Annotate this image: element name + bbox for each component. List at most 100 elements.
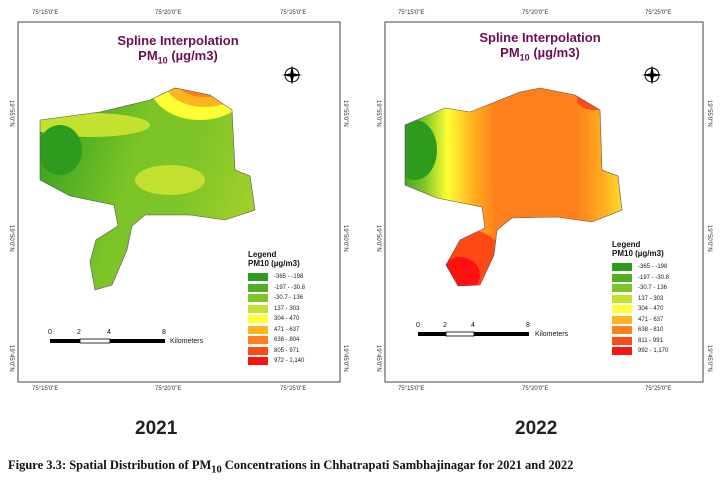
legend-item: 638 - 804 — [248, 335, 305, 346]
scale-tick: 8 — [526, 322, 530, 329]
legend-swatch — [612, 305, 632, 314]
legend-item: -365 - -198 — [248, 272, 305, 283]
year-label: 2021 — [135, 418, 178, 439]
compass-rose-icon — [282, 65, 302, 85]
legend-item: 471 - 637 — [248, 325, 305, 336]
legend-label: 805 - 971 — [274, 347, 300, 354]
scale-tick: 2 — [77, 329, 81, 336]
legend-label: 972 - 1,140 — [274, 358, 305, 365]
legend-swatch — [612, 284, 632, 293]
legend-swatch — [612, 336, 632, 345]
legend-swatch — [248, 273, 268, 282]
lat-tick: 19°55'0"N — [342, 100, 348, 127]
scale-tick: 0 — [48, 329, 52, 336]
legend-item: 304 - 470 — [612, 304, 669, 315]
legend-item: 471 - 637 — [612, 315, 669, 326]
legend-label: -197 - -30.8 — [638, 274, 670, 281]
legend-swatch — [248, 357, 268, 366]
scale-unit: Kilometers — [170, 338, 204, 345]
lon-tick: 75°25'0"E — [645, 10, 672, 16]
lat-tick: 19°45'0"N — [8, 345, 14, 372]
caption-sub: 10 — [211, 464, 222, 476]
scale-tick: 8 — [162, 329, 166, 336]
lat-tick: 19°50'0"N — [706, 225, 712, 252]
lat-tick: 19°45'0"N — [706, 345, 712, 372]
title-line1: Spline Interpolation — [117, 33, 239, 48]
lat-tick: 19°45'0"N — [375, 345, 381, 372]
year-label: 2022 — [515, 418, 558, 439]
legend-item: 137 - 303 — [248, 304, 305, 315]
legend-label: 471 - 637 — [638, 316, 664, 323]
legend-swatch — [612, 294, 632, 303]
legend-item: -365 - -198 — [612, 262, 669, 273]
legend-label: -30.7 - 136 — [274, 295, 304, 302]
lon-tick: 75°15'0"E — [398, 10, 425, 16]
legend-label: 304 - 470 — [274, 316, 300, 323]
legend-swatch — [248, 325, 268, 334]
scale-bar-2021 — [50, 338, 165, 344]
legend-swatch — [612, 273, 632, 282]
title-unit: (µg/m3) — [171, 48, 218, 63]
legend-swatch — [248, 315, 268, 324]
legend-item: -30.7 - 136 — [248, 293, 305, 304]
legend-swatch — [248, 283, 268, 292]
title-line1: Spline Interpolation — [479, 30, 601, 45]
legend-swatch — [248, 294, 268, 303]
lon-tick: 75°25'0"E — [280, 386, 307, 392]
legend-label: -365 - -198 — [274, 274, 304, 281]
title-pm: PM — [138, 48, 158, 63]
legend-swatch — [612, 315, 632, 324]
caption-prefix: Figure 3.3 — [8, 458, 62, 472]
legend-item: 811 - 991 — [612, 336, 669, 347]
legend-label: 992 - 1,170 — [638, 348, 669, 355]
legend-swatch — [248, 304, 268, 313]
scale-tick: 4 — [107, 329, 111, 336]
lon-tick: 75°20'0"E — [522, 386, 549, 392]
legend-label: 638 - 804 — [274, 337, 300, 344]
lon-tick: 75°15'0"E — [398, 386, 425, 392]
lon-tick: 75°15'0"E — [32, 10, 59, 16]
title-pm: PM — [500, 45, 520, 60]
lat-tick: 19°55'0"N — [706, 100, 712, 127]
legend-item: -197 - -30.8 — [248, 283, 305, 294]
lon-tick: 75°25'0"E — [280, 10, 307, 16]
title-sub: 10 — [519, 52, 530, 63]
legend-label: 638 - 810 — [638, 327, 664, 334]
caption-text: Concentrations in Chhatrapati Sambhajina… — [221, 458, 574, 472]
legend-item: 638 - 810 — [612, 325, 669, 336]
legend-label: 137 - 303 — [274, 305, 300, 312]
title-sub: 10 — [157, 55, 168, 66]
lat-tick: 19°50'0"N — [8, 225, 14, 252]
legend-2021: Legend PM10 (µg/m3) -365 - -198 -197 - -3… — [248, 250, 305, 367]
legend-item: 972 - 1,140 — [248, 356, 305, 367]
legend-title: Legend — [612, 240, 641, 249]
legend-swatch — [248, 346, 268, 355]
map-title: Spline Interpolation PM10 (µg/m3) — [78, 33, 278, 66]
legend-subtitle: PM10 (µg/m3) — [248, 259, 300, 268]
lat-tick: 19°50'0"N — [342, 225, 348, 252]
figure-caption: Figure 3.3: Spatial Distribution of PM10… — [8, 458, 573, 476]
legend-item: -30.7 - 136 — [612, 283, 669, 294]
legend-swatch — [248, 336, 268, 345]
legend-swatch — [612, 326, 632, 335]
legend-swatch — [612, 263, 632, 272]
lat-tick: 19°55'0"N — [375, 100, 381, 127]
legend-title: Legend — [248, 250, 277, 259]
lon-tick: 75°20'0"E — [155, 386, 182, 392]
map-title: Spline Interpolation PM10 (µg/m3) — [440, 30, 640, 63]
legend-swatch — [612, 347, 632, 356]
legend-item: -197 - -30.8 — [612, 273, 669, 284]
scale-tick: 2 — [443, 322, 447, 329]
lon-tick: 75°20'0"E — [155, 10, 182, 16]
legend-label: 471 - 637 — [274, 326, 300, 333]
lon-tick: 75°25'0"E — [645, 386, 672, 392]
lon-tick: 75°20'0"E — [522, 10, 549, 16]
lat-tick: 19°55'0"N — [8, 100, 14, 127]
legend-label: 811 - 991 — [638, 337, 663, 344]
legend-label: -30.7 - 136 — [638, 285, 668, 292]
title-unit: (µg/m3) — [533, 45, 580, 60]
legend-item: 805 - 971 — [248, 346, 305, 357]
lon-tick: 75°15'0"E — [32, 386, 59, 392]
